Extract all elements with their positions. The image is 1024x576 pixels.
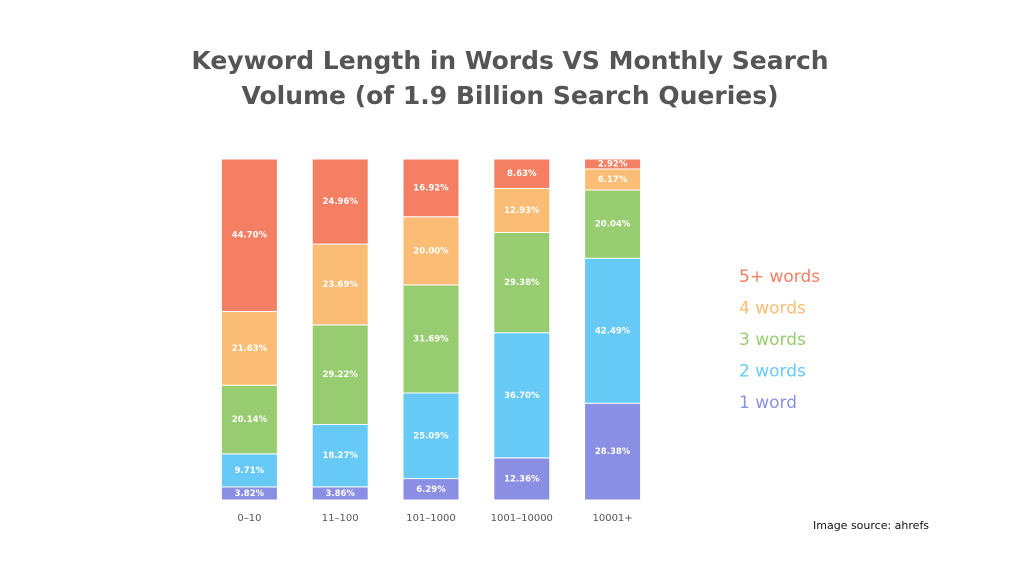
value-label: 42.49%	[595, 326, 631, 336]
bar-segment	[220, 453, 278, 488]
value-label: 20.04%	[595, 220, 631, 230]
source-note: Image source: ahrefs	[813, 519, 929, 532]
legend-label: 1 word	[739, 393, 797, 413]
bar-segment	[220, 158, 278, 312]
value-label: 12.36%	[504, 474, 540, 484]
bar-segment	[311, 243, 369, 326]
value-label: 8.63%	[507, 169, 537, 179]
value-label: 12.93%	[504, 206, 540, 216]
x-tick-label: 0–10	[237, 513, 261, 524]
chart-title: Volume (of 1.9 Billion Search Queries)	[241, 81, 778, 110]
value-label: 9.71%	[235, 466, 265, 476]
bar-segment	[493, 158, 551, 189]
value-label: 20.14%	[232, 415, 268, 425]
bar-segment	[311, 158, 369, 245]
x-tick-label: 11–100	[322, 513, 359, 524]
value-label: 24.96%	[322, 197, 358, 207]
bar-segment	[584, 402, 642, 501]
value-label: 18.27%	[322, 451, 358, 461]
legend-label: 4 words	[739, 299, 806, 319]
value-label: 31.69%	[413, 334, 449, 344]
x-tick-label: 101–1000	[406, 513, 456, 524]
bar-segment	[402, 284, 460, 394]
x-tick-label: 10001+	[592, 513, 632, 524]
value-label: 3.82%	[235, 489, 265, 499]
chart-title: Keyword Length in Words VS Monthly Searc…	[191, 46, 828, 75]
value-label: 25.09%	[413, 431, 449, 441]
x-tick-label: 1001–10000	[491, 513, 553, 524]
bar-segment	[311, 324, 369, 426]
bar-segment	[402, 158, 460, 218]
legend-label: 5+ words	[739, 267, 820, 287]
bar-segment	[220, 310, 278, 386]
value-label: 36.70%	[504, 391, 540, 401]
value-label: 3.86%	[325, 489, 355, 499]
bar-segment	[402, 392, 460, 480]
legend-label: 2 words	[739, 362, 806, 382]
value-label: 23.69%	[322, 280, 358, 290]
legend-label: 3 words	[739, 330, 806, 350]
bar-segment	[584, 158, 642, 170]
value-label: 29.38%	[504, 278, 540, 288]
bar-segment	[493, 187, 551, 234]
bar-segment	[584, 189, 642, 259]
value-label: 21.63%	[232, 344, 268, 354]
value-label: 29.22%	[322, 370, 358, 380]
value-label: 6.17%	[598, 175, 628, 185]
value-label: 16.92%	[413, 183, 449, 193]
value-label: 6.29%	[416, 485, 446, 495]
value-label: 20.00%	[413, 246, 449, 256]
value-label: 28.38%	[595, 447, 631, 457]
bar-segment	[493, 332, 551, 459]
bar-segment	[311, 424, 369, 488]
value-label: 2.92%	[598, 159, 628, 169]
value-label: 44.70%	[232, 231, 268, 241]
bar-segment	[493, 232, 551, 334]
bar-segment	[584, 257, 642, 404]
